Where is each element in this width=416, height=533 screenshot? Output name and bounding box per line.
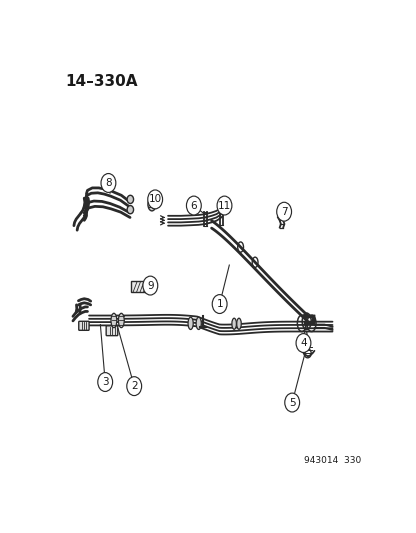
- Circle shape: [148, 190, 163, 209]
- Ellipse shape: [237, 318, 241, 329]
- Circle shape: [296, 334, 311, 352]
- Circle shape: [127, 377, 141, 395]
- Ellipse shape: [111, 313, 117, 328]
- FancyBboxPatch shape: [106, 326, 118, 336]
- Text: 6: 6: [191, 200, 197, 211]
- Circle shape: [217, 196, 232, 215]
- Text: 9: 9: [147, 280, 154, 290]
- Circle shape: [101, 174, 116, 192]
- Text: 943014  330: 943014 330: [304, 456, 362, 465]
- Circle shape: [212, 295, 227, 313]
- Ellipse shape: [232, 318, 236, 329]
- FancyBboxPatch shape: [79, 321, 89, 330]
- Ellipse shape: [188, 317, 193, 329]
- Circle shape: [143, 276, 158, 295]
- FancyBboxPatch shape: [131, 281, 151, 292]
- Text: 7: 7: [281, 207, 287, 217]
- Text: 11: 11: [218, 200, 231, 211]
- Text: 4: 4: [300, 338, 307, 348]
- Circle shape: [127, 206, 134, 214]
- Ellipse shape: [119, 313, 124, 328]
- Circle shape: [186, 196, 201, 215]
- Text: 5: 5: [289, 398, 295, 408]
- Text: 14–330A: 14–330A: [65, 74, 137, 89]
- Ellipse shape: [148, 198, 156, 211]
- Ellipse shape: [196, 317, 201, 329]
- Text: 3: 3: [102, 377, 109, 387]
- Text: 8: 8: [105, 178, 112, 188]
- Circle shape: [285, 393, 300, 412]
- Circle shape: [277, 202, 292, 221]
- Text: 1: 1: [216, 299, 223, 309]
- Text: 2: 2: [131, 381, 138, 391]
- Circle shape: [127, 195, 134, 204]
- Circle shape: [98, 373, 113, 391]
- Text: 10: 10: [149, 195, 162, 204]
